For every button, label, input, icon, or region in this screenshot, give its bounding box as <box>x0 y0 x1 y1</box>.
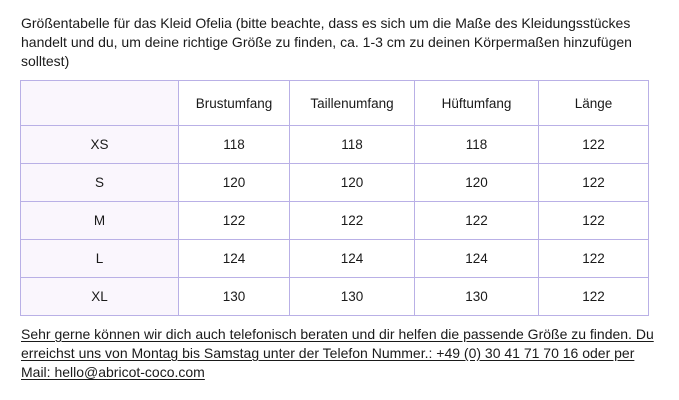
table-row: L 124 124 124 122 <box>20 239 649 278</box>
table-row: XL 130 130 130 122 <box>20 277 649 316</box>
table-cell: 122 <box>538 125 649 164</box>
table-cell: 120 <box>414 163 539 202</box>
table-cell: 122 <box>538 277 649 316</box>
table-row: XS 118 118 118 122 <box>20 125 649 164</box>
table-cell: 122 <box>538 201 649 240</box>
size-label: M <box>20 201 179 240</box>
table-row: S 120 120 120 122 <box>20 163 649 202</box>
table-header-row: Brustumfang Taillenumfang Hüftumfang Län… <box>20 80 649 126</box>
size-table: Brustumfang Taillenumfang Hüftumfang Län… <box>20 80 649 316</box>
table-cell: 124 <box>289 239 415 278</box>
table-cell: 124 <box>178 239 290 278</box>
size-label: S <box>20 163 179 202</box>
table-cell: 118 <box>414 125 539 164</box>
table-cell: 120 <box>289 163 415 202</box>
table-cell: 122 <box>538 239 649 278</box>
table-cell: 124 <box>414 239 539 278</box>
table-cell: 118 <box>178 125 290 164</box>
size-label: XS <box>20 125 179 164</box>
table-cell: 130 <box>414 277 539 316</box>
contact-info-link[interactable]: Sehr gerne können wir dich auch telefoni… <box>21 326 654 380</box>
header-corner <box>20 80 179 126</box>
table-cell: 122 <box>289 201 415 240</box>
table-cell: 130 <box>289 277 415 316</box>
header-taillenumfang: Taillenumfang <box>289 80 415 126</box>
size-label: XL <box>20 277 179 316</box>
table-cell: 130 <box>178 277 290 316</box>
table-cell: 120 <box>178 163 290 202</box>
table-cell: 118 <box>289 125 415 164</box>
header-brustumfang: Brustumfang <box>178 80 290 126</box>
table-cell: 122 <box>538 163 649 202</box>
table-cell: 122 <box>414 201 539 240</box>
table-row: M 122 122 122 122 <box>20 201 649 240</box>
size-chart-intro: Größentabelle für das Kleid Ofelia (bitt… <box>21 15 632 69</box>
header-laenge: Länge <box>538 80 649 126</box>
table-cell: 122 <box>178 201 290 240</box>
header-hueftumfang: Hüftumfang <box>414 80 539 126</box>
size-label: L <box>20 239 179 278</box>
